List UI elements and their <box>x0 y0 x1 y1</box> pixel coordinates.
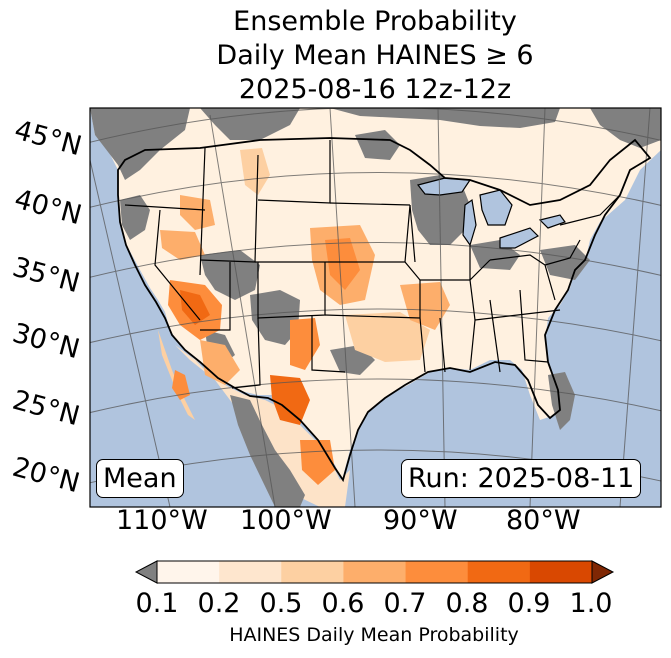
mean-label-box: Mean <box>96 459 184 498</box>
run-date-box: Run: 2025-08-11 <box>401 459 642 498</box>
colorbar-tick-7: 1.0 <box>569 588 613 619</box>
colorbar-tick-1: 0.2 <box>197 588 241 619</box>
colorbar-segment-2 <box>281 561 344 583</box>
colorbar-label: HAINES Daily Mean Probability <box>229 624 519 646</box>
colorbar-tick-4: 0.7 <box>383 588 427 619</box>
land-mass <box>90 108 661 480</box>
country-outline <box>117 137 652 483</box>
colorbar-tick-6: 0.9 <box>507 588 551 619</box>
lon-label-110: 110°W <box>116 505 208 536</box>
state-boundaries <box>124 140 621 389</box>
title-line-2: Daily Mean HAINES ≥ 6 <box>216 40 534 71</box>
title-line-1: Ensemble Probability <box>233 6 517 37</box>
map-frame <box>89 107 662 508</box>
colorbar-tick-5: 0.8 <box>445 588 489 619</box>
lon-label-80: 80°W <box>506 505 581 536</box>
graticule-lines <box>90 108 661 507</box>
colorbar-segment-0 <box>157 561 220 583</box>
colorbar-segment-6 <box>529 561 593 583</box>
colorbar-segment-1 <box>219 561 282 583</box>
colorbar-frame <box>156 560 593 584</box>
colorbar-tick-3: 0.6 <box>321 588 365 619</box>
colorbar-tick-2: 0.5 <box>259 588 303 619</box>
probability-shading <box>160 148 450 485</box>
colorbar-segment-5 <box>467 561 531 583</box>
title-line-3: 2025-08-16 12z-12z <box>238 74 512 105</box>
colorbar-segment-3 <box>343 561 407 583</box>
missing-data-regions <box>90 108 661 507</box>
lon-label-90: 90°W <box>383 505 458 536</box>
colorbar-tick-0: 0.1 <box>135 588 179 619</box>
colorbar-segment-4 <box>405 561 469 583</box>
colorbar-segments <box>157 561 593 583</box>
colorbar-over-arrow <box>591 560 615 584</box>
lon-label-100: 100°W <box>240 505 332 536</box>
colorbar-under-arrow <box>134 560 158 584</box>
